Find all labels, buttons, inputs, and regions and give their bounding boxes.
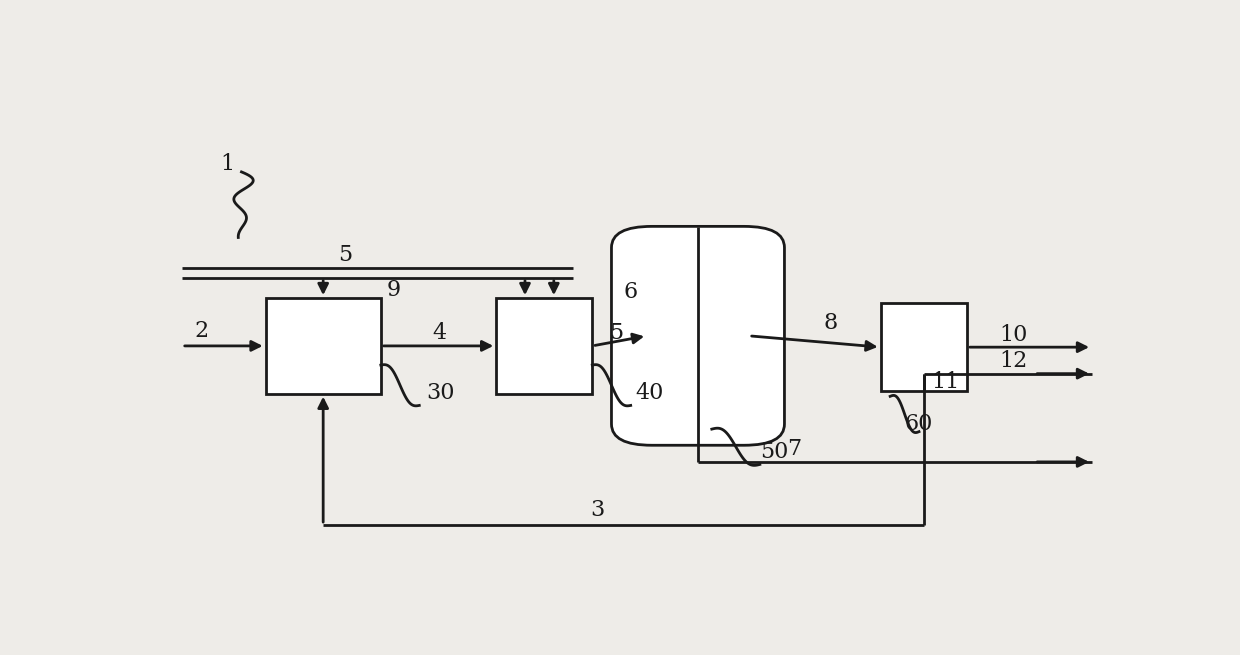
Text: 5: 5: [339, 244, 352, 266]
Text: 1: 1: [219, 153, 234, 176]
Bar: [880, 303, 967, 391]
Bar: [265, 298, 381, 394]
Text: 11: 11: [931, 371, 959, 394]
Text: 50: 50: [760, 441, 789, 463]
Text: 3: 3: [590, 499, 604, 521]
Text: 4: 4: [433, 322, 446, 345]
Text: 6: 6: [624, 281, 637, 303]
Text: 9: 9: [387, 280, 401, 301]
Text: 5: 5: [609, 322, 624, 345]
Text: 2: 2: [195, 320, 208, 342]
Text: 12: 12: [999, 350, 1027, 372]
Text: 30: 30: [427, 382, 455, 403]
Text: 8: 8: [823, 312, 837, 334]
FancyBboxPatch shape: [611, 227, 785, 445]
Text: 7: 7: [787, 438, 801, 460]
Text: 40: 40: [636, 382, 665, 403]
Bar: [496, 298, 593, 394]
Text: 10: 10: [999, 324, 1028, 346]
Text: 60: 60: [905, 413, 934, 435]
